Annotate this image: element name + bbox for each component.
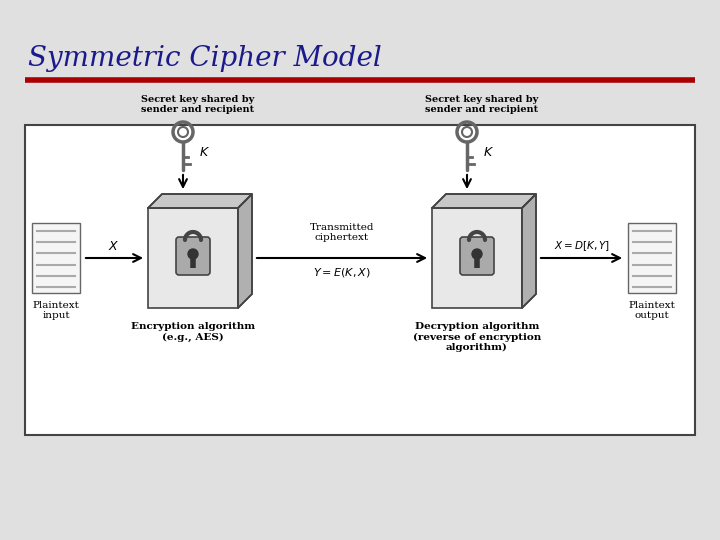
Text: $X = D[K, Y]$: $X = D[K, Y]$: [554, 239, 610, 253]
Polygon shape: [432, 194, 536, 208]
Polygon shape: [522, 194, 536, 308]
FancyBboxPatch shape: [460, 237, 494, 275]
Text: Decryption algorithm
(reverse of encryption
algorithm): Decryption algorithm (reverse of encrypt…: [413, 322, 541, 352]
Circle shape: [188, 249, 198, 259]
Text: Plaintext
output: Plaintext output: [629, 301, 675, 320]
Bar: [32, 223, 80, 293]
Bar: [432, 208, 522, 308]
Text: Secret key shared by
sender and recipient: Secret key shared by sender and recipien…: [426, 94, 539, 114]
Text: Plaintext
input: Plaintext input: [32, 301, 79, 320]
Text: $Y = E(K, X)$: $Y = E(K, X)$: [313, 266, 371, 279]
Text: Transmitted
ciphertext: Transmitted ciphertext: [310, 222, 374, 242]
FancyBboxPatch shape: [176, 237, 210, 275]
Bar: [25, 125, 695, 435]
Polygon shape: [148, 194, 252, 208]
Text: $K$: $K$: [483, 145, 494, 159]
Circle shape: [472, 249, 482, 259]
Bar: [148, 208, 238, 308]
Text: Symmetric Cipher Model: Symmetric Cipher Model: [28, 44, 382, 71]
Text: Encryption algorithm
(e.g., AES): Encryption algorithm (e.g., AES): [131, 322, 255, 342]
Text: Secret key shared by
sender and recipient: Secret key shared by sender and recipien…: [141, 94, 255, 114]
Polygon shape: [238, 194, 252, 308]
Text: $K$: $K$: [199, 145, 210, 159]
Text: $X$: $X$: [108, 240, 120, 253]
Bar: [628, 223, 676, 293]
